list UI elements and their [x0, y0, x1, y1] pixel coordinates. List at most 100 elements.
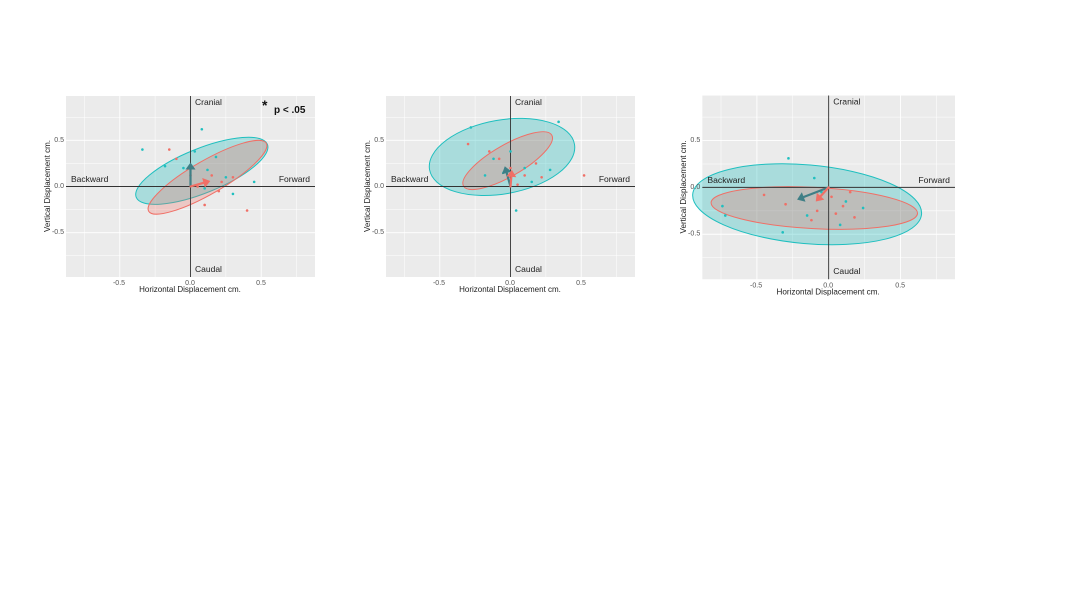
- teal-data-point: [721, 204, 724, 208]
- teal-data-point: [844, 200, 848, 203]
- x-tick-label: 0.0: [505, 280, 515, 287]
- salmon-mean-vector-arrowhead: [815, 192, 825, 202]
- x-tick-label: 0.5: [576, 280, 586, 287]
- salmon-mean-vector: [819, 186, 830, 198]
- teal-data-point: [214, 155, 218, 159]
- salmon-mean-vector: [509, 175, 513, 188]
- forward-label: Forward: [918, 175, 950, 185]
- y-axis-label: Vertical Displacement cm.: [363, 140, 372, 232]
- teal-data-point: [805, 214, 809, 217]
- teal-data-point: [252, 180, 256, 184]
- caudal-label: Caudal: [195, 264, 222, 274]
- x-tick-label: 0.0: [823, 281, 833, 289]
- salmon-data-point: [175, 157, 178, 161]
- significance-note: p < .05: [274, 105, 306, 116]
- salmon-data-point: [841, 204, 845, 208]
- y-tick-label: 0.0: [690, 183, 700, 191]
- salmon-data-point: [830, 195, 833, 199]
- teal-data-point: [514, 209, 518, 212]
- salmon-data-point: [516, 183, 519, 186]
- teal-data-point: [523, 166, 526, 170]
- teal-data-point: [787, 157, 790, 160]
- y-tick-label: 0.0: [374, 183, 384, 190]
- salmon-data-point: [540, 175, 543, 179]
- backward-label: Backward: [71, 174, 109, 184]
- chart-panel-1: -0.5 0.0 0.5 0.5 0.0 -0.5 Horizontal Dis…: [43, 96, 315, 294]
- salmon-data-point: [220, 180, 223, 184]
- teal-data-point: [206, 168, 209, 172]
- salmon-data-point: [210, 174, 214, 177]
- teal-data-point: [163, 164, 167, 168]
- salmon-mean-vector-arrowhead: [506, 169, 517, 178]
- y-tick-label: 0.5: [54, 137, 64, 144]
- caudal-label: Caudal: [515, 264, 542, 274]
- y-tick-label: -0.5: [372, 229, 384, 236]
- cranial-label: Cranial: [833, 97, 860, 107]
- teal-confidence-ellipse: [135, 136, 269, 205]
- x-tick-label: -0.5: [113, 280, 125, 287]
- salmon-data-point: [762, 193, 766, 197]
- salmon-data-point: [784, 202, 787, 206]
- salmon-confidence-ellipse: [147, 139, 268, 215]
- forward-label: Forward: [279, 174, 310, 184]
- y-tick-label: 0.0: [54, 183, 64, 190]
- teal-mean-vector: [802, 186, 830, 199]
- teal-data-point: [861, 206, 865, 210]
- salmon-data-point: [815, 209, 819, 213]
- teal-data-point: [530, 180, 534, 184]
- backward-label: Backward: [707, 175, 745, 185]
- salmon-data-point: [167, 148, 171, 151]
- salmon-mean-vector-arrowhead: [202, 178, 211, 188]
- y-tick-label: -0.5: [52, 229, 64, 236]
- salmon-data-point: [466, 142, 470, 146]
- y-axis-label: Vertical Displacement cm.: [679, 140, 688, 233]
- teal-data-point: [200, 127, 204, 131]
- x-tick-label: -0.5: [750, 281, 762, 289]
- x-tick-label: 0.5: [895, 281, 905, 289]
- salmon-mean-vector: [189, 181, 205, 188]
- salmon-data-point: [203, 203, 206, 207]
- teal-data-point: [812, 176, 816, 180]
- teal-data-point: [483, 174, 487, 177]
- y-axis-label: Vertical Displacement cm.: [43, 140, 52, 232]
- teal-data-point: [781, 231, 785, 234]
- salmon-data-point: [509, 166, 512, 170]
- x-axis-label: Horizontal Displacement cm.: [777, 287, 880, 296]
- teal-data-point: [141, 148, 144, 151]
- y-tick-label: 0.5: [690, 136, 700, 144]
- teal-confidence-ellipse: [692, 163, 923, 246]
- salmon-data-point: [534, 162, 538, 165]
- significance-star: *: [262, 97, 268, 113]
- teal-data-point: [838, 223, 842, 227]
- y-tick-label: -0.5: [688, 230, 700, 238]
- salmon-data-point: [523, 174, 526, 177]
- teal-mean-vector-arrowhead: [501, 166, 512, 175]
- teal-data-point: [231, 192, 235, 196]
- x-axis-label: Horizontal Displacement cm.: [139, 285, 241, 294]
- salmon-data-point: [487, 150, 491, 153]
- teal-data-point: [224, 175, 228, 179]
- salmon-data-point: [810, 218, 813, 222]
- salmon-data-point: [231, 175, 235, 179]
- x-tick-label: 0.5: [256, 280, 266, 287]
- teal-data-point: [182, 166, 185, 170]
- teal-data-point: [492, 157, 495, 161]
- salmon-data-point: [853, 216, 856, 219]
- x-tick-label: 0.0: [185, 280, 195, 287]
- teal-data-point: [557, 120, 560, 124]
- teal-data-point: [509, 150, 512, 153]
- caudal-label: Caudal: [833, 266, 860, 276]
- teal-data-point: [548, 168, 552, 172]
- teal-data-point: [203, 187, 206, 190]
- teal-data-point: [469, 126, 473, 129]
- teal-data-point: [193, 150, 197, 153]
- cranial-label: Cranial: [515, 97, 542, 107]
- y-tick-label: 0.5: [374, 137, 384, 144]
- x-axis-label: Horizontal Displacement cm.: [459, 285, 561, 294]
- salmon-data-point: [196, 185, 199, 188]
- salmon-data-point: [497, 157, 501, 161]
- salmon-data-point: [217, 189, 221, 193]
- forward-label: Forward: [599, 174, 630, 184]
- salmon-data-point: [848, 190, 852, 194]
- chart-panel-2: -0.5 0.0 0.5 0.5 0.0 -0.5 Horizontal Dis…: [363, 96, 635, 294]
